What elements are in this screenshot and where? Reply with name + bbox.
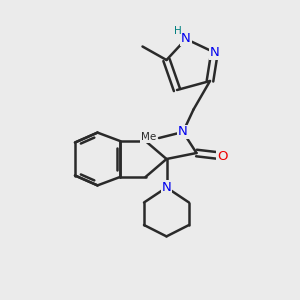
- Text: Me: Me: [141, 132, 156, 142]
- Text: N: N: [178, 125, 188, 139]
- Text: N: N: [162, 181, 171, 194]
- Text: N: N: [181, 32, 191, 46]
- Text: O: O: [217, 149, 227, 163]
- Text: N: N: [210, 46, 219, 59]
- Text: H: H: [174, 26, 182, 36]
